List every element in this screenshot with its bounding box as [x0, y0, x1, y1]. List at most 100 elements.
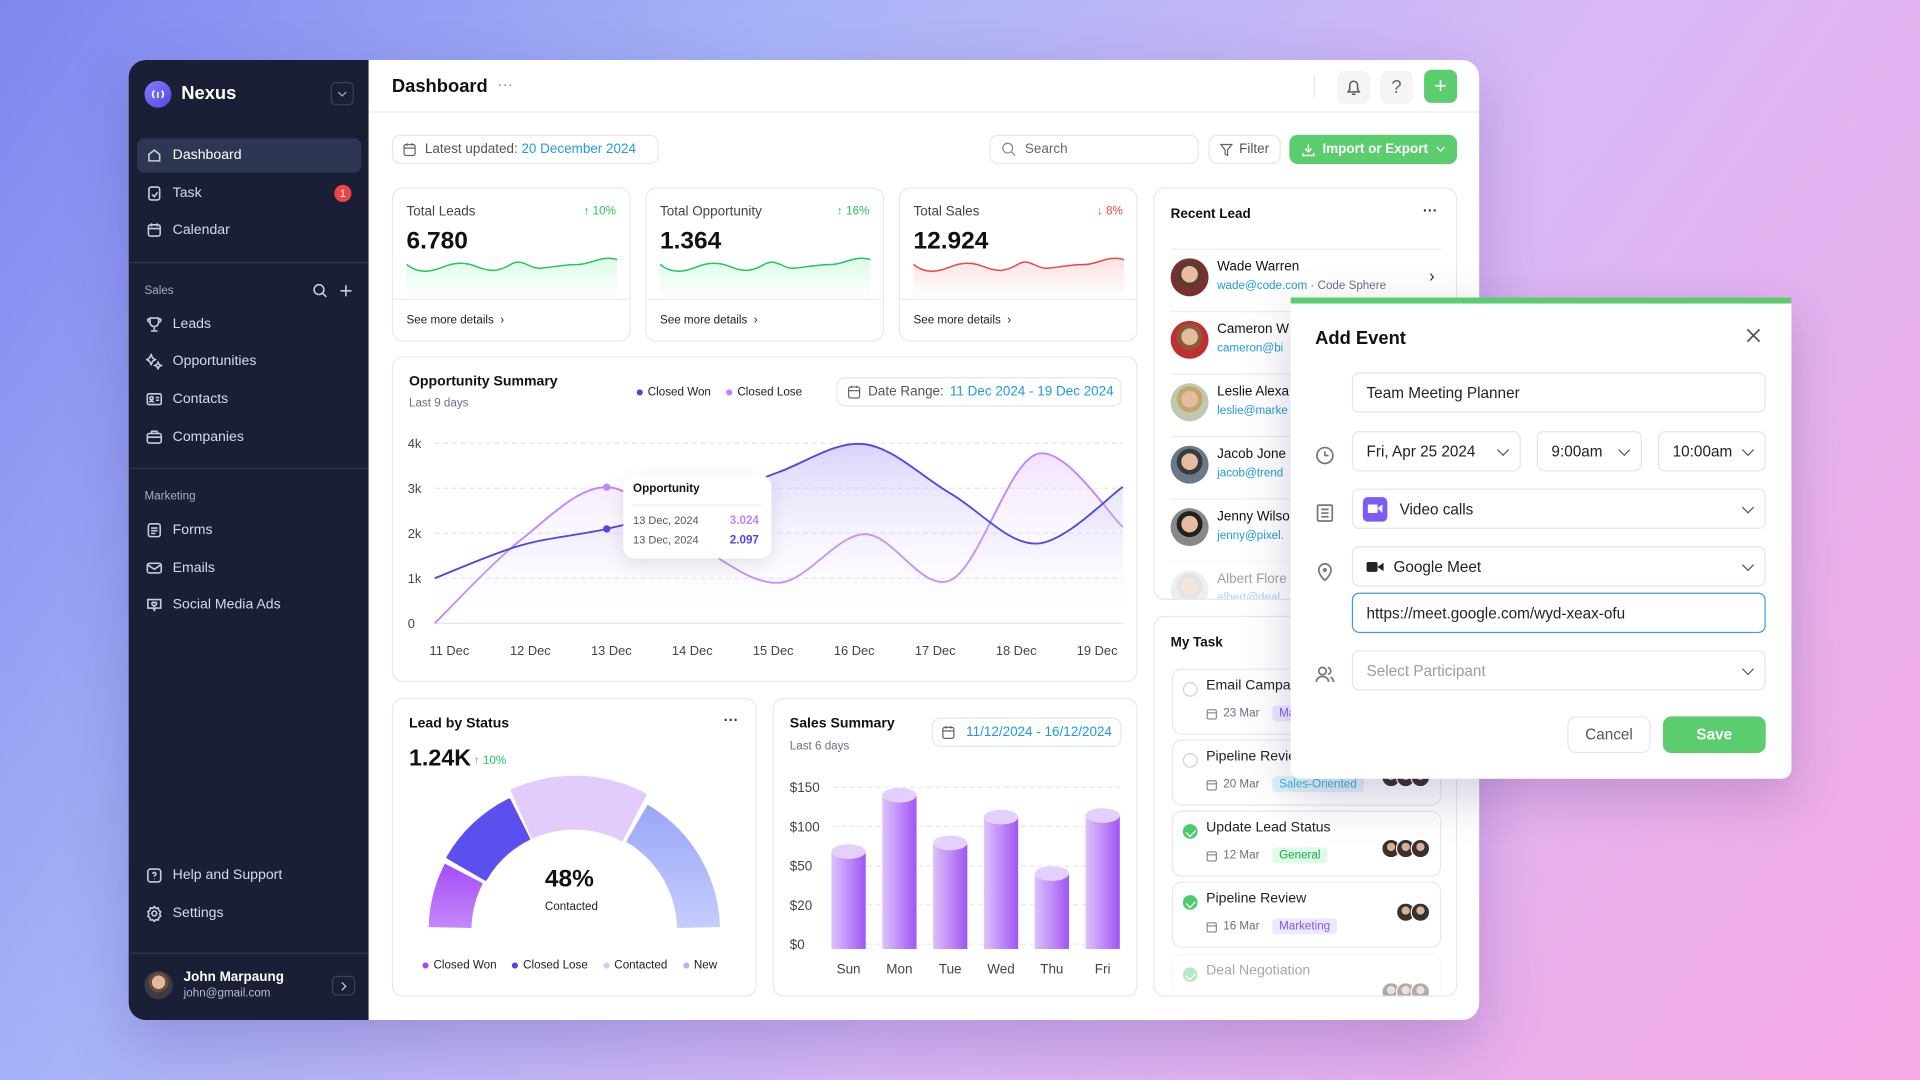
sparkline — [660, 257, 871, 299]
bar-cap — [831, 844, 866, 859]
sidebar: Nexus Dashboard Task 1 Calendar Sales Lea… — [128, 60, 369, 1021]
task-meta: 12 Mar General — [1206, 847, 1328, 864]
chevron-right-icon[interactable]: › — [1428, 265, 1435, 286]
mail-icon — [146, 562, 163, 574]
legend-closed-won: Closed Won — [636, 386, 711, 399]
sidebar-item-social-media-ads[interactable]: Social Media Ads — [137, 588, 361, 622]
lead-email: jenny@pixel. — [1217, 528, 1284, 543]
lead-email: leslie@marke — [1217, 404, 1288, 418]
card-subtitle: Last 6 days — [789, 739, 850, 754]
sidebar-item-leads[interactable]: Leads — [137, 307, 361, 341]
briefcase-icon — [146, 430, 163, 444]
modal-title: Add Event — [1315, 328, 1406, 349]
help-icon — [147, 868, 162, 883]
task-item[interactable]: Pipeline Review 16 Mar Marketing — [1171, 881, 1442, 948]
see-more-details-link[interactable]: See more details › — [660, 313, 758, 327]
sidebar-item-task[interactable]: Task 1 — [137, 176, 361, 210]
divider — [128, 952, 369, 954]
sidebar-item-opportunities[interactable]: Opportunities — [137, 344, 361, 378]
add-event-modal: Add Event Team Meeting Planner Fri, Apr … — [1290, 297, 1792, 779]
app-name: Nexus — [181, 83, 237, 105]
section-label-marketing: Marketing — [144, 489, 196, 504]
sidebar-item-contacts[interactable]: Contacts — [137, 382, 361, 416]
sidebar-item-help[interactable]: Help and Support — [137, 858, 361, 892]
task-item[interactable]: Deal Negotiation — [1171, 953, 1442, 996]
cancel-button[interactable]: Cancel — [1567, 716, 1651, 754]
task-title: Update Lead Status — [1206, 820, 1331, 836]
event-name-input[interactable]: Team Meeting Planner — [1351, 372, 1766, 413]
see-more-details-link[interactable]: See more details › — [913, 313, 1012, 327]
sidebar-item-calendar[interactable]: Calendar — [137, 213, 361, 247]
stat-change: ↓ 8% — [1096, 204, 1123, 218]
list-item[interactable]: Wade Warren wade@code.com · Code Sphere … — [1155, 248, 1456, 310]
sidebar-item-dashboard[interactable]: Dashboard — [137, 138, 362, 173]
legend-closed-lose: Closed Lose — [726, 386, 802, 399]
date-range-value: 11 Dec 2024 - 19 Dec 2024 — [949, 384, 1114, 400]
plus-icon[interactable] — [339, 284, 352, 297]
x-tick-label: 18 Dec — [996, 643, 1037, 658]
bar — [983, 817, 1019, 949]
location-pin-icon — [1315, 562, 1335, 582]
plus-icon: + — [1434, 73, 1448, 98]
meeting-url-input[interactable]: https://meet.google.com/wyd-xeax-ofu — [1351, 592, 1766, 634]
gear-icon — [146, 905, 162, 923]
filter-label: Filter — [1239, 142, 1270, 157]
lead-email: wade@code.com · Code Sphere — [1217, 279, 1387, 293]
question-icon: ? — [1391, 77, 1402, 98]
sidebar-item-label: Social Media Ads — [172, 597, 281, 613]
sidebar-item-forms[interactable]: Forms — [137, 513, 361, 547]
sales-date-range-picker[interactable]: 11/12/2024 - 16/12/2024 — [931, 717, 1122, 747]
task-checkbox[interactable] — [1182, 682, 1198, 697]
sidebar-item-emails[interactable]: Emails — [137, 551, 361, 585]
help-button[interactable]: ? — [1380, 71, 1414, 105]
gauge-segment-closed-won — [428, 863, 483, 929]
sidebar-item-companies[interactable]: Companies — [137, 420, 361, 454]
list-item[interactable]: Cameron W cameron@bi — [1155, 311, 1456, 372]
user-name: John Marpaung — [183, 969, 284, 985]
start-time-select[interactable]: 9:00am — [1536, 431, 1643, 472]
end-time-select[interactable]: 10:00am — [1657, 431, 1766, 472]
platform-select[interactable]: Google Meet — [1351, 546, 1766, 587]
import-export-button[interactable]: Import or Export — [1289, 134, 1458, 165]
divider — [128, 467, 369, 469]
x-tick-label: 19 Dec — [1077, 643, 1118, 658]
participant-select[interactable]: Select Participant — [1351, 650, 1766, 691]
filter-button[interactable]: Filter — [1208, 134, 1281, 165]
x-tick-label: 13 Dec — [591, 643, 632, 658]
task-checkbox[interactable] — [1182, 824, 1198, 839]
last-updated-box: Latest updated: 20 December 2024 — [391, 134, 659, 165]
more-options-icon[interactable]: ··· — [723, 711, 739, 729]
task-checkbox[interactable] — [1182, 753, 1198, 768]
save-button[interactable]: Save — [1662, 716, 1766, 754]
x-tick-label: Thu — [1040, 961, 1063, 976]
see-more-details-link[interactable]: See more details › — [406, 313, 505, 327]
gauge-segment-new — [626, 804, 720, 929]
search-icon[interactable] — [312, 283, 328, 299]
x-tick-label: Mon — [886, 961, 912, 976]
sidebar-item-label: Leads — [172, 317, 212, 332]
workspace-dropdown[interactable] — [330, 82, 354, 106]
add-button[interactable]: + — [1424, 69, 1458, 103]
logo-icon — [144, 80, 172, 108]
search-input[interactable]: Search — [989, 134, 1199, 165]
sidebar-item-settings[interactable]: Settings — [137, 896, 361, 930]
user-menu-button[interactable] — [331, 975, 356, 996]
last-updated-date[interactable]: 20 December 2024 — [521, 142, 637, 157]
my-task-card: My Task Email Campai 23 Mar Ma Pipeline R… — [1153, 615, 1458, 997]
task-item[interactable]: Update Lead Status 12 Mar General — [1171, 810, 1442, 877]
task-checkbox[interactable] — [1182, 895, 1198, 910]
more-options-icon[interactable]: ··· — [1422, 202, 1438, 220]
legend-new: New — [682, 959, 717, 972]
closed-lose-point — [603, 483, 611, 491]
user-email: john@gmail.com — [183, 986, 271, 1001]
notifications-button[interactable] — [1337, 71, 1371, 105]
close-button[interactable] — [1745, 327, 1762, 344]
date-select[interactable]: Fri, Apr 25 2024 — [1351, 431, 1521, 472]
x-tick-label: 14 Dec — [672, 643, 713, 658]
platform-value: Google Meet — [1393, 557, 1482, 575]
date-range-picker[interactable]: Date Range: 11 Dec 2024 - 19 Dec 2024 — [836, 377, 1122, 407]
event-type-select[interactable]: Video calls — [1351, 488, 1766, 529]
task-checkbox[interactable] — [1182, 967, 1198, 983]
more-options-icon[interactable]: ··· — [497, 74, 514, 94]
list-item[interactable]: Albert Flore albert@deal — [1155, 560, 1456, 599]
